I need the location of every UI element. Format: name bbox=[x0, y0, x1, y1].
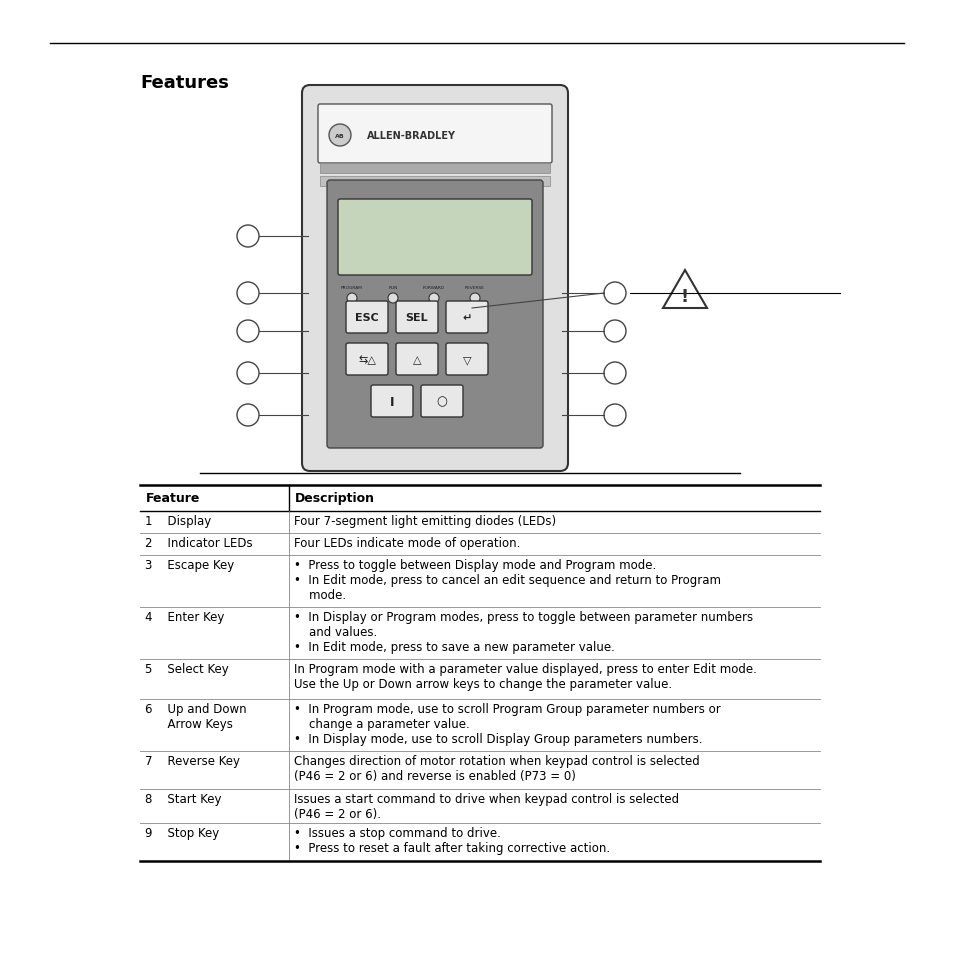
Bar bbox=[319, 164, 550, 173]
Text: 5    Select Key: 5 Select Key bbox=[145, 662, 229, 676]
Bar bbox=[319, 177, 550, 187]
FancyBboxPatch shape bbox=[420, 386, 462, 417]
Text: Issues a start command to drive when keypad control is selected
(P46 = 2 or 6).: Issues a start command to drive when key… bbox=[294, 792, 679, 821]
Text: RUN: RUN bbox=[388, 286, 397, 290]
Text: ESC: ESC bbox=[355, 313, 378, 323]
Circle shape bbox=[236, 320, 258, 343]
Text: I: I bbox=[390, 395, 394, 408]
FancyBboxPatch shape bbox=[346, 302, 388, 334]
Circle shape bbox=[236, 283, 258, 305]
Circle shape bbox=[603, 320, 625, 343]
Circle shape bbox=[347, 294, 356, 304]
FancyBboxPatch shape bbox=[346, 344, 388, 375]
Text: PROGRAM: PROGRAM bbox=[340, 286, 363, 290]
Text: ○: ○ bbox=[436, 395, 447, 408]
Text: •  In Program mode, use to scroll Program Group parameter numbers or
    change : • In Program mode, use to scroll Program… bbox=[294, 702, 720, 745]
FancyBboxPatch shape bbox=[446, 344, 488, 375]
Bar bbox=[140, 751, 820, 789]
Text: REVERSE: REVERSE bbox=[464, 286, 484, 290]
Polygon shape bbox=[662, 271, 706, 309]
Text: •  Issues a stop command to drive.
•  Press to reset a fault after taking correc: • Issues a stop command to drive. • Pres… bbox=[294, 826, 610, 854]
Text: FORWARD: FORWARD bbox=[422, 286, 445, 290]
FancyBboxPatch shape bbox=[327, 181, 542, 449]
Text: 9    Stop Key: 9 Stop Key bbox=[145, 826, 219, 840]
Text: Feature: Feature bbox=[146, 492, 200, 505]
Bar bbox=[140, 789, 820, 823]
Text: •  In Display or Program modes, press to toggle between parameter numbers
    an: • In Display or Program modes, press to … bbox=[294, 610, 752, 654]
Circle shape bbox=[236, 226, 258, 248]
FancyBboxPatch shape bbox=[371, 386, 413, 417]
Text: 8    Start Key: 8 Start Key bbox=[145, 792, 221, 805]
Circle shape bbox=[429, 294, 438, 304]
Text: ⇆△: ⇆△ bbox=[357, 355, 375, 365]
Text: 4    Enter Key: 4 Enter Key bbox=[145, 610, 224, 623]
Bar bbox=[140, 556, 820, 607]
Text: 3    Escape Key: 3 Escape Key bbox=[145, 558, 234, 572]
Text: ALLEN-BRADLEY: ALLEN-BRADLEY bbox=[367, 131, 456, 141]
Text: 1    Display: 1 Display bbox=[145, 515, 211, 527]
Text: In Program mode with a parameter value displayed, press to enter Edit mode.
Use : In Program mode with a parameter value d… bbox=[294, 662, 756, 690]
Bar bbox=[140, 512, 820, 534]
FancyBboxPatch shape bbox=[395, 344, 437, 375]
Circle shape bbox=[388, 294, 397, 304]
Circle shape bbox=[603, 405, 625, 427]
Circle shape bbox=[603, 283, 625, 305]
Circle shape bbox=[236, 405, 258, 427]
Circle shape bbox=[236, 363, 258, 385]
Bar bbox=[140, 823, 820, 862]
FancyBboxPatch shape bbox=[317, 105, 552, 164]
Text: Four LEDs indicate mode of operation.: Four LEDs indicate mode of operation. bbox=[294, 537, 519, 550]
Text: △: △ bbox=[413, 355, 421, 365]
Text: •  Press to toggle between Display mode and Program mode.
•  In Edit mode, press: • Press to toggle between Display mode a… bbox=[294, 558, 720, 601]
Text: 2    Indicator LEDs: 2 Indicator LEDs bbox=[145, 537, 253, 550]
Circle shape bbox=[329, 125, 351, 147]
Text: 7    Reverse Key: 7 Reverse Key bbox=[145, 754, 240, 767]
Text: AB: AB bbox=[335, 133, 345, 138]
Text: ▽: ▽ bbox=[462, 355, 471, 365]
Bar bbox=[140, 534, 820, 556]
Bar bbox=[140, 659, 820, 700]
Text: !: ! bbox=[680, 288, 688, 306]
Text: SEL: SEL bbox=[405, 313, 428, 323]
Text: Changes direction of motor rotation when keypad control is selected
(P46 = 2 or : Changes direction of motor rotation when… bbox=[294, 754, 699, 782]
FancyBboxPatch shape bbox=[446, 302, 488, 334]
Bar bbox=[140, 700, 820, 751]
Text: ↵: ↵ bbox=[462, 313, 471, 323]
FancyBboxPatch shape bbox=[302, 86, 567, 472]
Text: Features: Features bbox=[140, 74, 229, 91]
Text: Four 7-segment light emitting diodes (LEDs): Four 7-segment light emitting diodes (LE… bbox=[294, 515, 556, 527]
Text: Description: Description bbox=[294, 492, 375, 505]
Circle shape bbox=[470, 294, 479, 304]
Circle shape bbox=[603, 363, 625, 385]
Bar bbox=[140, 607, 820, 659]
FancyBboxPatch shape bbox=[395, 302, 437, 334]
FancyBboxPatch shape bbox=[337, 200, 532, 275]
Text: 6    Up and Down
      Arrow Keys: 6 Up and Down Arrow Keys bbox=[145, 702, 247, 730]
